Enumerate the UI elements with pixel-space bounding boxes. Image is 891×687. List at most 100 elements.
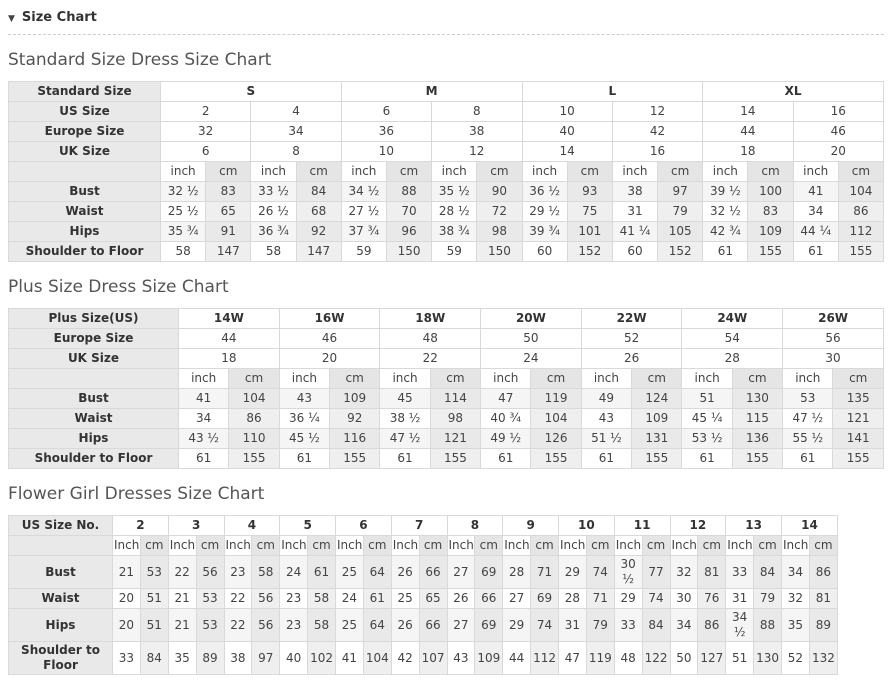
- measure-value-cell: 34 ½: [725, 608, 755, 642]
- size-value-cell: 20: [278, 348, 381, 369]
- measure-value-cell: 42: [390, 641, 420, 675]
- measure-value-cell: 25: [335, 555, 364, 589]
- size-value-cell: 16: [611, 141, 704, 162]
- measure-value-cell: 26: [390, 555, 420, 589]
- measure-value-cell: 155: [747, 241, 794, 262]
- unit-inch-cell: inch: [278, 368, 331, 389]
- measure-value-cell: 58: [307, 608, 336, 642]
- size-value-cell: 52: [580, 328, 683, 349]
- measure-value-cell: 41: [335, 641, 364, 675]
- table-row: US Size No. 2 3 4 5 6 7 8 9 10 11 12 13 14: [8, 515, 838, 536]
- measure-value-cell: 51: [139, 588, 169, 609]
- unit-cm-cell: cm: [205, 161, 252, 182]
- measure-value-cell: 22: [223, 588, 253, 609]
- measure-value-cell: 21: [167, 588, 197, 609]
- measure-value-cell: 32: [781, 588, 810, 609]
- measure-value-cell: 25: [335, 608, 364, 642]
- measure-value-cell: 41: [792, 181, 839, 202]
- size-group-cell: 20W: [480, 308, 582, 329]
- unit-inch-cell: inch: [580, 368, 633, 389]
- unit-inch-cell: inch: [340, 161, 387, 182]
- size-value-cell: 10: [521, 101, 613, 122]
- size-value-cell: 50: [480, 328, 582, 349]
- measure-value-cell: 74: [585, 555, 615, 589]
- row-label-cell: [8, 161, 161, 182]
- size-chart-section-toggle[interactable]: ▼ Size Chart: [8, 8, 884, 29]
- measure-value-cell: 96: [385, 221, 433, 242]
- measure-value-cell: 31: [558, 608, 587, 642]
- measure-value-cell: 20: [112, 588, 141, 609]
- unit-cm-cell: cm: [731, 368, 784, 389]
- row-label-cell: Waist: [8, 201, 161, 222]
- flower-girl-table: US Size No. 2 3 4 5 6 7 8 9 10 11 12 13 14 Inch cm Inch c…: [8, 515, 839, 675]
- unit-cm-cell: cm: [641, 535, 671, 556]
- measure-value-cell: 33: [613, 608, 643, 642]
- table-row: Inch cm Inch cm Inch cm Inch cm Inch cm Inch cm Inch…: [8, 535, 839, 556]
- unit-inch-cell: Inch: [446, 535, 476, 556]
- unit-cm-cell: cm: [139, 535, 169, 556]
- size-value-cell: 10: [340, 141, 433, 162]
- row-label-cell: Europe Size: [8, 328, 179, 349]
- measure-value-cell: 98: [429, 408, 482, 429]
- table-row: Waist 20 51 21 53 22 56 23 58 24 61 25 65 26 66 27 69 28 7…: [8, 588, 839, 609]
- measure-value-cell: 27 ½: [340, 201, 387, 222]
- unit-cm-cell: cm: [362, 535, 392, 556]
- measure-value-cell: 59: [431, 241, 478, 262]
- size-value-cell: 8: [431, 101, 523, 122]
- unit-inch-cell: inch: [480, 368, 532, 389]
- size-value-cell: 36: [340, 121, 433, 142]
- table-row: Shoulder to Floor 33 84 35 89 38 97 40 102 41 104 4…: [8, 641, 839, 675]
- size-value-cell: 44: [178, 328, 280, 349]
- size-value-cell: 34: [250, 121, 342, 142]
- measure-value-cell: 25: [390, 588, 420, 609]
- measure-value-cell: 152: [566, 241, 613, 262]
- size-group-cell: 2: [112, 515, 169, 536]
- measure-value-cell: 86: [837, 201, 885, 222]
- row-label-cell: Europe Size: [8, 121, 161, 142]
- measure-value-cell: 53: [782, 388, 834, 409]
- measure-value-cell: 75: [566, 201, 613, 222]
- measure-value-cell: 48: [613, 641, 643, 675]
- measure-value-cell: 104: [837, 181, 885, 202]
- table-row: Standard Size S M L XL: [8, 81, 884, 102]
- measure-value-cell: 86: [808, 555, 839, 589]
- unit-cm-cell: cm: [657, 161, 704, 182]
- size-value-cell: 6: [340, 101, 433, 122]
- size-group-cell: 13: [725, 515, 782, 536]
- measure-value-cell: 61: [782, 448, 834, 469]
- unit-cm-cell: cm: [476, 161, 523, 182]
- measure-value-cell: 155: [631, 448, 683, 469]
- measure-value-cell: 105: [657, 221, 704, 242]
- measure-value-cell: 51: [139, 608, 169, 642]
- measure-value-cell: 104: [362, 641, 392, 675]
- size-group-cell: 11: [613, 515, 671, 536]
- size-value-cell: 12: [611, 101, 704, 122]
- measure-value-cell: 36 ¾: [250, 221, 297, 242]
- measure-value-cell: 115: [731, 408, 784, 429]
- size-value-cell: 18: [178, 348, 280, 369]
- measure-value-cell: 116: [329, 428, 381, 449]
- table-title: Standard Size Dress Size Chart: [8, 50, 272, 70]
- measure-value-cell: 109: [747, 221, 794, 242]
- measure-value-cell: 109: [474, 641, 504, 675]
- size-value-cell: 2: [159, 101, 252, 122]
- unit-cm-cell: cm: [418, 535, 448, 556]
- measure-value-cell: 61: [702, 241, 749, 262]
- size-group-cell: 14W: [178, 308, 280, 329]
- measure-value-cell: 126: [530, 428, 582, 449]
- measure-value-cell: 109: [329, 388, 381, 409]
- row-label-cell: Shoulder to Floor: [8, 241, 161, 262]
- measure-value-cell: 107: [418, 641, 448, 675]
- size-value-cell: 26: [580, 348, 683, 369]
- measure-value-cell: 109: [631, 408, 683, 429]
- measure-value-cell: 27: [446, 608, 476, 642]
- measure-value-cell: 23: [223, 555, 253, 589]
- measure-value-cell: 47 ½: [782, 408, 834, 429]
- unit-inch-cell: inch: [681, 368, 733, 389]
- size-group-cell: 24W: [681, 308, 784, 329]
- measure-value-cell: 150: [385, 241, 433, 262]
- measure-value-cell: 130: [731, 388, 784, 409]
- measure-value-cell: 22: [167, 555, 197, 589]
- unit-inch-cell: Inch: [669, 535, 699, 556]
- unit-cm-cell: cm: [566, 161, 613, 182]
